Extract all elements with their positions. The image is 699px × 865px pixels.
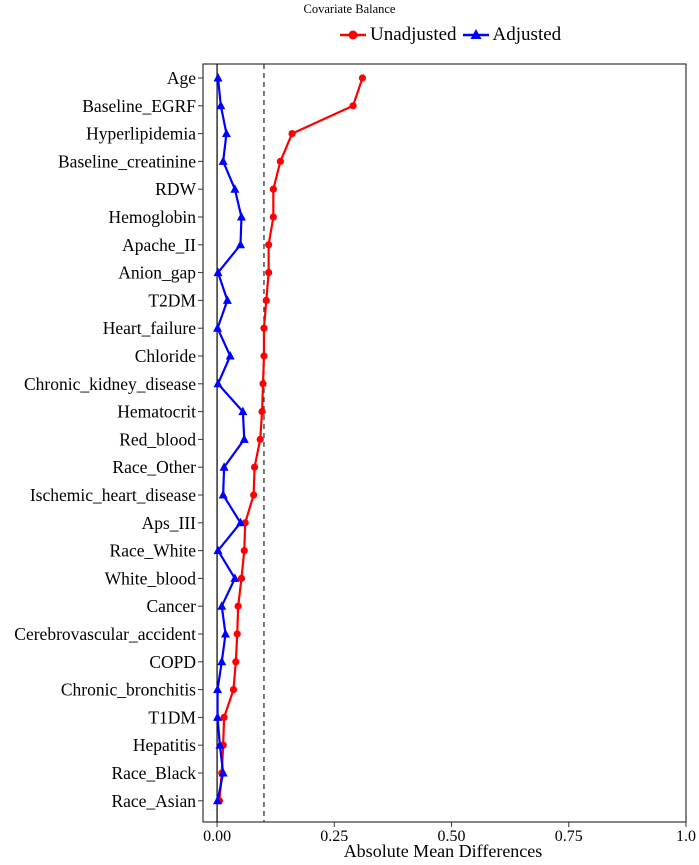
data-point-adjusted [213, 73, 223, 82]
legend-label-adjusted: Adjusted [492, 24, 562, 45]
y-tick-label: Age [167, 68, 196, 88]
data-point-unadjusted [259, 380, 267, 388]
data-point-adjusted [230, 184, 240, 193]
y-tick-label: Chronic_bronchitis [61, 680, 196, 700]
y-tick-label: T1DM [148, 707, 196, 727]
data-point-adjusted [213, 323, 223, 332]
data-point-adjusted [218, 768, 228, 777]
data-point-unadjusted [232, 658, 240, 666]
data-point-unadjusted [258, 408, 266, 416]
data-point-unadjusted [265, 269, 273, 277]
y-tick-label: Race_White [110, 541, 197, 561]
data-point-adjusted [236, 212, 246, 221]
data-point-unadjusted [250, 463, 259, 471]
y-tick-label: T2DM [148, 290, 196, 310]
data-point-adjusted [218, 490, 228, 499]
chart-title: Covariate Balance [303, 2, 396, 16]
data-point-unadjusted [240, 547, 248, 555]
data-point-adjusted [236, 517, 246, 527]
y-tick-label: Race_Asian [111, 791, 196, 811]
data-point-adjusted [221, 629, 231, 638]
data-point-adjusted [221, 128, 231, 138]
legend-item-unadjusted: Unadjusted [340, 24, 457, 46]
data-point-unadjusted [260, 324, 268, 332]
x-tick-label: 1.0 [676, 828, 696, 845]
legend-key-unadjusted [340, 30, 366, 40]
x-tick-label: 0.25 [320, 828, 348, 845]
data-point-unadjusted [234, 602, 242, 610]
y-tick-label: Heart_failure [103, 318, 197, 338]
data-point-adjusted [213, 267, 223, 277]
y-tick-label: Red_blood [119, 429, 196, 449]
data-point-unadjusted [250, 491, 258, 499]
data-point-adjusted [213, 712, 223, 721]
data-point-adjusted [213, 545, 223, 555]
y-tick-label: RDW [155, 179, 196, 199]
y-tick-label: Cancer [146, 596, 196, 616]
y-tick-label: Ischemic_heart_disease [30, 485, 196, 505]
data-point-adjusted [213, 795, 223, 805]
legend-label-unadjusted: Unadjusted [370, 24, 457, 45]
y-tick-label: Hyperlipidemia [86, 124, 196, 144]
data-point-adjusted [217, 601, 227, 610]
legend-key-adjusted [462, 29, 489, 39]
y-tick-label: Aps_III [142, 513, 197, 533]
data-point-adjusted [236, 239, 246, 249]
data-point-unadjusted [269, 213, 277, 221]
data-point-adjusted [217, 656, 227, 666]
x-axis-title: Absolute Mean Differences [343, 841, 543, 861]
y-tick-label: Hepatitis [133, 735, 196, 755]
x-tick-label: 0.50 [438, 828, 466, 845]
data-point-adjusted [213, 378, 223, 388]
plot-frame [202, 63, 687, 823]
data-point-unadjusted [349, 102, 357, 110]
y-tick-label: Chronic_kidney_disease [24, 374, 196, 394]
data-point-adjusted [218, 156, 228, 165]
data-point-unadjusted [260, 352, 268, 360]
data-point-unadjusted [262, 296, 270, 304]
y-tick-label: Hemoglobin [109, 207, 197, 227]
y-tick-label: COPD [149, 652, 196, 672]
data-point-adjusted [222, 295, 232, 304]
data-point-adjusted [238, 406, 248, 416]
y-tick-label: Apache_II [122, 235, 196, 255]
data-point-unadjusted [276, 157, 284, 165]
data-point-unadjusted [358, 74, 367, 82]
y-tick-label: Cerebrovascular_accident [14, 624, 196, 644]
data-point-adjusted [230, 573, 240, 582]
data-point-adjusted [239, 434, 249, 443]
data-point-unadjusted [265, 241, 273, 249]
data-point-unadjusted [233, 630, 241, 638]
y-tick-label: Chloride [135, 346, 196, 366]
x-tick-label: 0.00 [203, 828, 231, 845]
series-line-unadjusted [218, 77, 364, 801]
y-tick-label: White_blood [105, 568, 197, 588]
data-point-unadjusted [237, 574, 246, 583]
y-tick-label: Race_Other [112, 457, 196, 477]
data-point-unadjusted [229, 686, 238, 694]
y-tick-label: Anion_gap [118, 263, 196, 283]
legend-item-adjusted: Adjusted [462, 24, 562, 46]
data-point-unadjusted [269, 185, 277, 193]
data-point-unadjusted [288, 130, 296, 138]
y-tick-label: Baseline_EGRF [82, 96, 196, 116]
y-tick-label: Race_Black [111, 763, 196, 783]
x-tick-label: 0.75 [555, 828, 583, 845]
y-tick-label: Hematocrit [117, 402, 196, 422]
data-point-adjusted [225, 351, 235, 360]
data-point-unadjusted [256, 435, 264, 443]
data-point-adjusted [216, 100, 226, 110]
y-tick-label: Baseline_creatinine [58, 151, 196, 171]
data-point-adjusted [219, 462, 229, 471]
legend: Unadjusted Adjusted [340, 22, 567, 48]
data-point-adjusted [213, 684, 223, 694]
data-point-unadjusted [220, 713, 228, 722]
data-point-adjusted [215, 740, 225, 749]
